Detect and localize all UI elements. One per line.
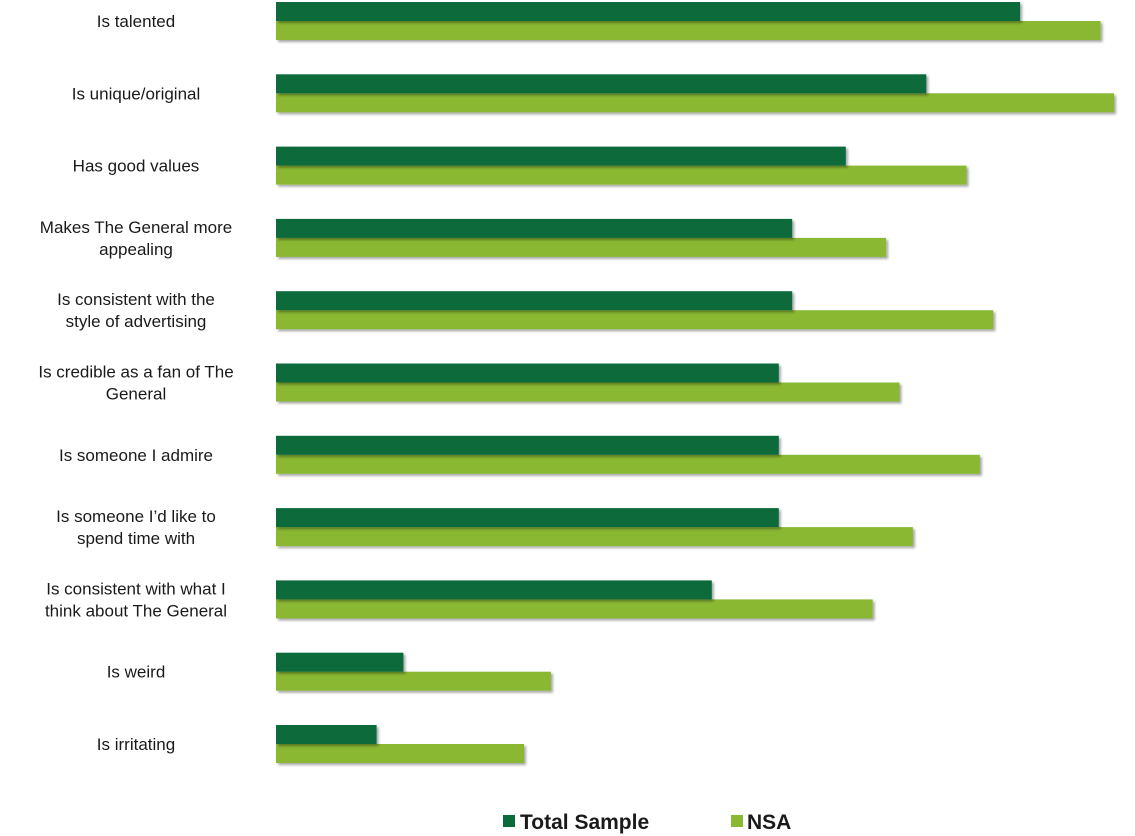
bar-nsa-is-weird [276, 671, 551, 691]
bar-total-sample-makes-the-general-more-appealing [276, 218, 793, 238]
category-label-is-talented: Is talented [97, 12, 175, 31]
legend-label-nsa: NSA [747, 811, 791, 834]
category-label-is-consistent-with-what-i-think-about-the-general: Is consistent with what I think about The… [45, 579, 227, 620]
category-label-line: spend time with [77, 529, 195, 548]
category-label-line: Is someone I’d like to [56, 507, 216, 526]
bar-total-sample-is-credible-as-a-fan-of-the-general [276, 363, 779, 383]
category-label-line: Makes The General more [40, 218, 232, 237]
category-label-line: Is talented [97, 12, 175, 31]
legend-swatch-nsa [731, 815, 743, 827]
category-label-is-someone-id-like-to-spend-time-with: Is someone I’d like to spend time with [56, 507, 216, 548]
bar-nsa-has-good-values [276, 165, 967, 185]
bar-nsa-is-unique-original [276, 93, 1114, 113]
category-label-is-someone-i-admire: Is someone I admire [59, 446, 213, 465]
legend: Total Sample NSA [503, 811, 791, 834]
category-label-line: Is weird [107, 663, 166, 682]
bar-total-sample-is-consistent-with-the-style-of-advertising [276, 291, 793, 311]
bar-total-sample-has-good-values [276, 146, 846, 166]
legend-label-total-sample: Total Sample [520, 811, 649, 834]
category-label-is-credible-as-a-fan-of-the-general: Is credible as a fan of The General [38, 363, 233, 404]
category-label-has-good-values: Has good values [73, 157, 200, 176]
bar-nsa-makes-the-general-more-appealing [276, 237, 887, 257]
category-label-line: Is consistent with the [57, 290, 215, 309]
bar-nsa-is-someone-id-like-to-spend-time-with [276, 527, 913, 547]
category-labels: Is talented Is unique/original Has good va… [38, 12, 233, 754]
bar-nsa-is-someone-i-admire [276, 454, 980, 474]
category-label-line: Is irritating [97, 735, 175, 754]
category-label-line: Is unique/original [72, 84, 201, 103]
legend-swatch-total-sample [503, 815, 515, 827]
category-label-line: appealing [99, 240, 173, 259]
category-label-is-unique-original: Is unique/original [72, 84, 201, 103]
category-label-makes-the-general-more-appealing: Makes The General more appealing [40, 218, 232, 259]
category-label-line: Is consistent with what I [46, 579, 226, 598]
bar-total-sample-is-someone-id-like-to-spend-time-with [276, 508, 779, 528]
category-label-line: General [106, 385, 166, 404]
category-label-is-weird: Is weird [107, 663, 166, 682]
bar-total-sample-is-irritating [276, 725, 377, 744]
bar-nsa-is-consistent-with-the-style-of-advertising [276, 310, 994, 330]
category-label-line: style of advertising [66, 312, 207, 331]
bar-total-sample-is-consistent-with-what-i-think-about-the-general [276, 580, 712, 600]
bar-nsa-is-talented [276, 21, 1101, 40]
bar-nsa-is-irritating [276, 744, 524, 763]
category-label-line: think about The General [45, 601, 227, 620]
bar-total-sample-is-weird [276, 652, 404, 672]
bars [276, 2, 1114, 763]
category-label-line: Is credible as a fan of The [38, 363, 233, 382]
category-label-line: Is someone I admire [59, 446, 213, 465]
bar-total-sample-is-unique-original [276, 74, 927, 94]
category-label-line: Has good values [73, 157, 200, 176]
bar-total-sample-is-someone-i-admire [276, 435, 779, 455]
bar-total-sample-is-talented [276, 2, 1021, 21]
category-label-is-irritating: Is irritating [97, 735, 175, 754]
category-label-is-consistent-with-the-style-of-advertising: Is consistent with the style of advertisi… [57, 290, 215, 331]
bar-nsa-is-consistent-with-what-i-think-about-the-general [276, 599, 873, 619]
bar-nsa-is-credible-as-a-fan-of-the-general [276, 382, 900, 402]
